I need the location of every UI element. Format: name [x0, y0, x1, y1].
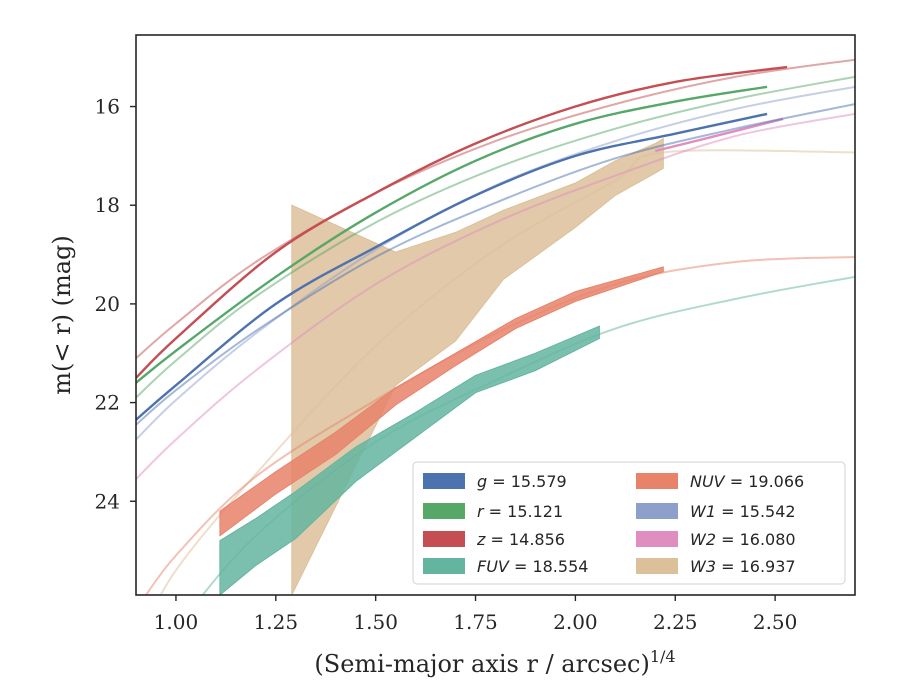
x-tick-label: 1.75	[453, 610, 498, 634]
legend-swatch-z	[423, 531, 465, 547]
series-g-data-line	[136, 112, 768, 421]
plot-frame	[135, 34, 856, 596]
series-w2-model-line	[136, 112, 855, 480]
legend-swatch-fuv	[423, 558, 465, 574]
x-tick-label: 2.00	[553, 610, 598, 634]
y-tick-label: 24	[95, 489, 120, 513]
series-z-data-line	[136, 65, 788, 379]
legend-swatch-g	[423, 473, 465, 489]
plot-area	[136, 58, 855, 595]
legend-label-w2: W2 = 16.080	[690, 530, 796, 549]
legend-swatch-w1	[636, 503, 678, 519]
legend-label-z: z = 14.856	[476, 530, 565, 549]
series-g-model-line	[136, 103, 855, 426]
x-tick-label: 2.25	[653, 610, 698, 634]
x-tick-label: 1.25	[254, 610, 299, 634]
y-tick-label: 18	[95, 193, 120, 217]
y-tick-label: 22	[95, 391, 120, 415]
series-fuv-band	[219, 325, 600, 595]
legend-swatch-w3	[636, 558, 678, 574]
y-tick-label: 16	[95, 95, 120, 119]
x-tick-label: 2.50	[753, 610, 798, 634]
series-nuv-band	[219, 266, 664, 537]
y-axis: 16 18 20 22 24	[95, 95, 136, 513]
legend-label-fuv: FUV = 18.554	[477, 557, 588, 576]
legend-swatch-nuv	[636, 473, 678, 489]
legend-label-g: g = 15.579	[477, 472, 567, 491]
legend: g = 15.579 r = 15.121 z = 14.856 FUV = 18.5…	[412, 461, 846, 585]
legend-label-r: r = 15.121	[477, 502, 563, 521]
x-axis-title: (Semi-major axis r / arcsec)1/4	[314, 647, 675, 678]
x-tick-label: 1.50	[353, 610, 398, 634]
legend-swatch-w2	[636, 531, 678, 547]
series-r-model-line	[136, 75, 855, 399]
legend-label-w3: W3 = 16.937	[690, 557, 796, 576]
legend-label-w1: W1 = 15.542	[690, 502, 796, 521]
y-axis-title: m(< r) (mag)	[48, 235, 76, 394]
legend-swatch-r	[423, 503, 465, 519]
series-w2-data-line	[655, 117, 784, 153]
legend-label-nuv: NUV = 19.066	[690, 472, 804, 491]
y-tick-label: 20	[95, 292, 120, 316]
x-tick-label: 1.00	[154, 610, 199, 634]
x-axis: 1.00 1.25 1.50 1.75 2.00 2.25 2.50	[154, 595, 798, 634]
legend-frame	[412, 461, 846, 585]
series-r-data-line	[136, 85, 768, 384]
series-z-model-line	[136, 58, 855, 359]
